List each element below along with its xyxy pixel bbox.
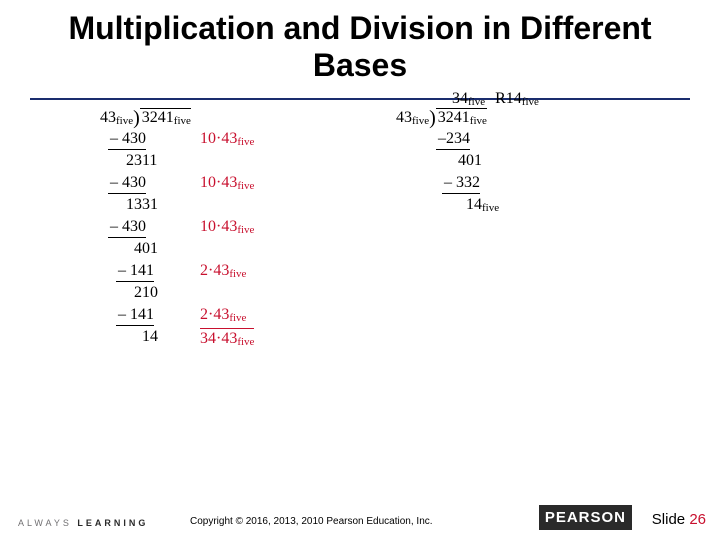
title-rule bbox=[30, 98, 690, 100]
work-row: – 43010·43five bbox=[100, 174, 191, 196]
work-row: 1434·43five bbox=[100, 328, 191, 350]
left-division-line: 43five)3241five bbox=[100, 108, 191, 130]
row-num: – 141 bbox=[116, 306, 154, 326]
footer: ALWAYS LEARNING Copyright © 2016, 2013, … bbox=[0, 502, 720, 540]
row-num: 2311 bbox=[126, 152, 157, 170]
remainder: 14 bbox=[506, 90, 522, 108]
base-sub: five bbox=[522, 96, 539, 108]
quotient-line: 34five R14five bbox=[452, 90, 539, 108]
brand-logo: PEARSON bbox=[539, 505, 632, 530]
base-sub: five bbox=[412, 115, 429, 127]
row-num: – 430 bbox=[108, 130, 146, 150]
slide-label: Slide bbox=[652, 511, 685, 528]
vinculum: 3241five bbox=[140, 108, 191, 127]
row-num: – 141 bbox=[116, 262, 154, 282]
tagline-learning: LEARNING bbox=[77, 518, 148, 528]
base-sub: five bbox=[116, 115, 133, 127]
work-row: – 43010·43five bbox=[100, 130, 191, 152]
work-row: – 43010·43five bbox=[100, 218, 191, 240]
base-sub: five bbox=[174, 115, 191, 127]
tagline-always: ALWAYS bbox=[18, 518, 72, 528]
work-row: –234 bbox=[436, 130, 499, 152]
quotient: 34 bbox=[452, 90, 468, 108]
remainder-prefix: R bbox=[495, 90, 506, 107]
div-paren: ) bbox=[429, 107, 436, 129]
right-divisor: 43 bbox=[396, 109, 412, 127]
right-division-line: 43five)3241five bbox=[396, 108, 499, 130]
slide-title: Multiplication and Division in Different… bbox=[0, 0, 720, 88]
work-row: 401 bbox=[436, 152, 499, 174]
row-num: – 430 bbox=[108, 174, 146, 194]
copyright: Copyright © 2016, 2013, 2010 Pearson Edu… bbox=[190, 516, 433, 527]
slide-indicator: Slide 26 bbox=[652, 511, 706, 528]
row-num: – 430 bbox=[108, 218, 146, 238]
annotation: 2·43five bbox=[200, 306, 246, 324]
row-num: –234 bbox=[436, 130, 470, 150]
annotation: 2·43five bbox=[200, 262, 246, 280]
vinculum: 3241five bbox=[436, 108, 487, 127]
right-division: 34five R14five 43five)3241five –234401– … bbox=[396, 108, 499, 218]
row-num: – 332 bbox=[442, 174, 480, 194]
work-row: – 332 bbox=[436, 174, 499, 196]
row-num: 210 bbox=[134, 284, 158, 302]
row-num: 14 bbox=[142, 328, 158, 346]
row-num: 14five bbox=[466, 196, 499, 214]
work-row: – 1412·43five bbox=[100, 262, 191, 284]
annotation: 10·43five bbox=[200, 218, 254, 236]
work-row: 2311 bbox=[100, 152, 191, 174]
work-row: 401 bbox=[100, 240, 191, 262]
work-row: 210 bbox=[100, 284, 191, 306]
row-num: 401 bbox=[134, 240, 158, 258]
base-sub: five bbox=[470, 115, 487, 127]
slide-number: 26 bbox=[689, 511, 706, 528]
annotation: 34·43five bbox=[200, 328, 254, 348]
annotation: 10·43five bbox=[200, 130, 254, 148]
left-division: 43five)3241five – 43010·43five2311– 4301… bbox=[100, 108, 191, 350]
row-num: 401 bbox=[458, 152, 482, 170]
left-divisor: 43 bbox=[100, 109, 116, 127]
work-row: 14five bbox=[436, 196, 499, 218]
work-row: 1331 bbox=[100, 196, 191, 218]
right-dividend: 3241 bbox=[438, 109, 470, 127]
work-row: – 1412·43five bbox=[100, 306, 191, 328]
row-num: 1331 bbox=[126, 196, 158, 214]
annotation: 10·43five bbox=[200, 174, 254, 192]
base-sub: five bbox=[468, 96, 485, 108]
footer-tagline: ALWAYS LEARNING bbox=[18, 518, 148, 528]
div-paren: ) bbox=[133, 107, 140, 129]
left-dividend: 3241 bbox=[142, 109, 174, 127]
slide-body: 43five)3241five – 43010·43five2311– 4301… bbox=[0, 104, 720, 474]
